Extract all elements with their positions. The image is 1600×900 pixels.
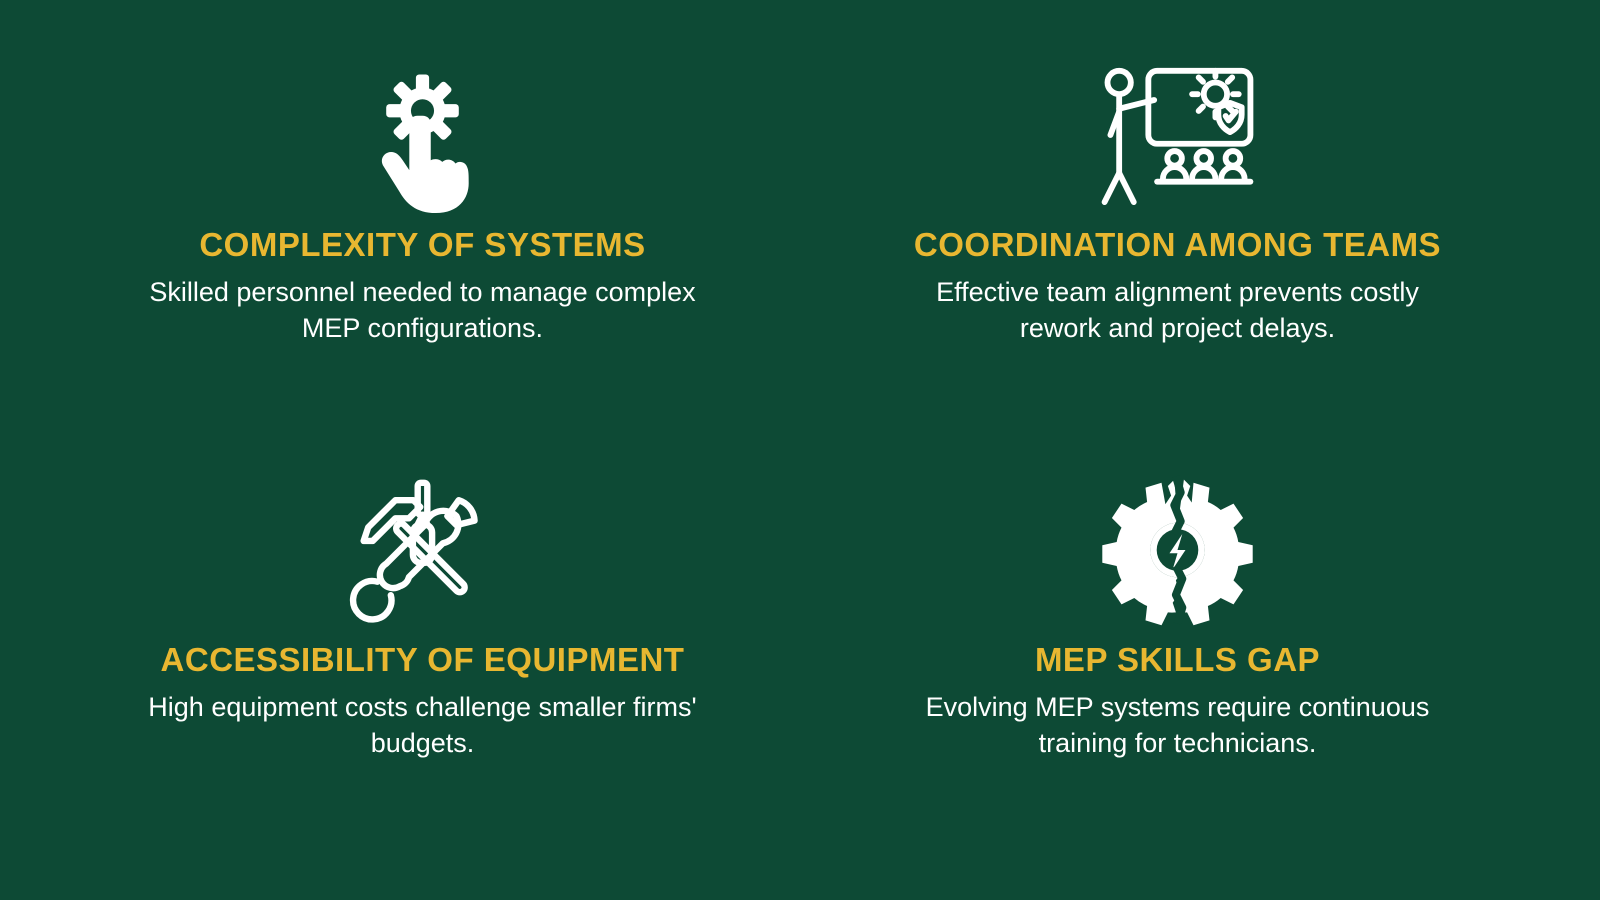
item-title: ACCESSIBILITY OF EQUIPMENT: [161, 641, 685, 679]
item-accessibility: ACCESSIBILITY OF EQUIPMENT High equipmen…: [90, 455, 755, 860]
item-title: COORDINATION AMONG TEAMS: [914, 226, 1441, 264]
infographic-canvas: COMPLEXITY OF SYSTEMS Skilled personnel …: [0, 0, 1600, 900]
item-title: COMPLEXITY OF SYSTEMS: [199, 226, 645, 264]
item-title: MEP SKILLS GAP: [1035, 641, 1320, 679]
broken-gear-icon: [1095, 465, 1260, 635]
item-skills-gap: MEP SKILLS GAP Evolving MEP systems requ…: [845, 455, 1510, 860]
item-desc: Evolving MEP systems require continuous …: [898, 689, 1458, 762]
item-desc: Skilled personnel needed to manage compl…: [143, 274, 703, 347]
item-complexity: COMPLEXITY OF SYSTEMS Skilled personnel …: [90, 40, 755, 445]
item-coordination: COORDINATION AMONG TEAMS Effective team …: [845, 40, 1510, 445]
tools-cross-icon: [340, 465, 505, 635]
item-desc: Effective team alignment prevents costly…: [898, 274, 1458, 347]
item-desc: High equipment costs challenge smaller f…: [143, 689, 703, 762]
presenter-team-icon: [1090, 50, 1265, 220]
hand-gear-icon: [340, 50, 505, 220]
